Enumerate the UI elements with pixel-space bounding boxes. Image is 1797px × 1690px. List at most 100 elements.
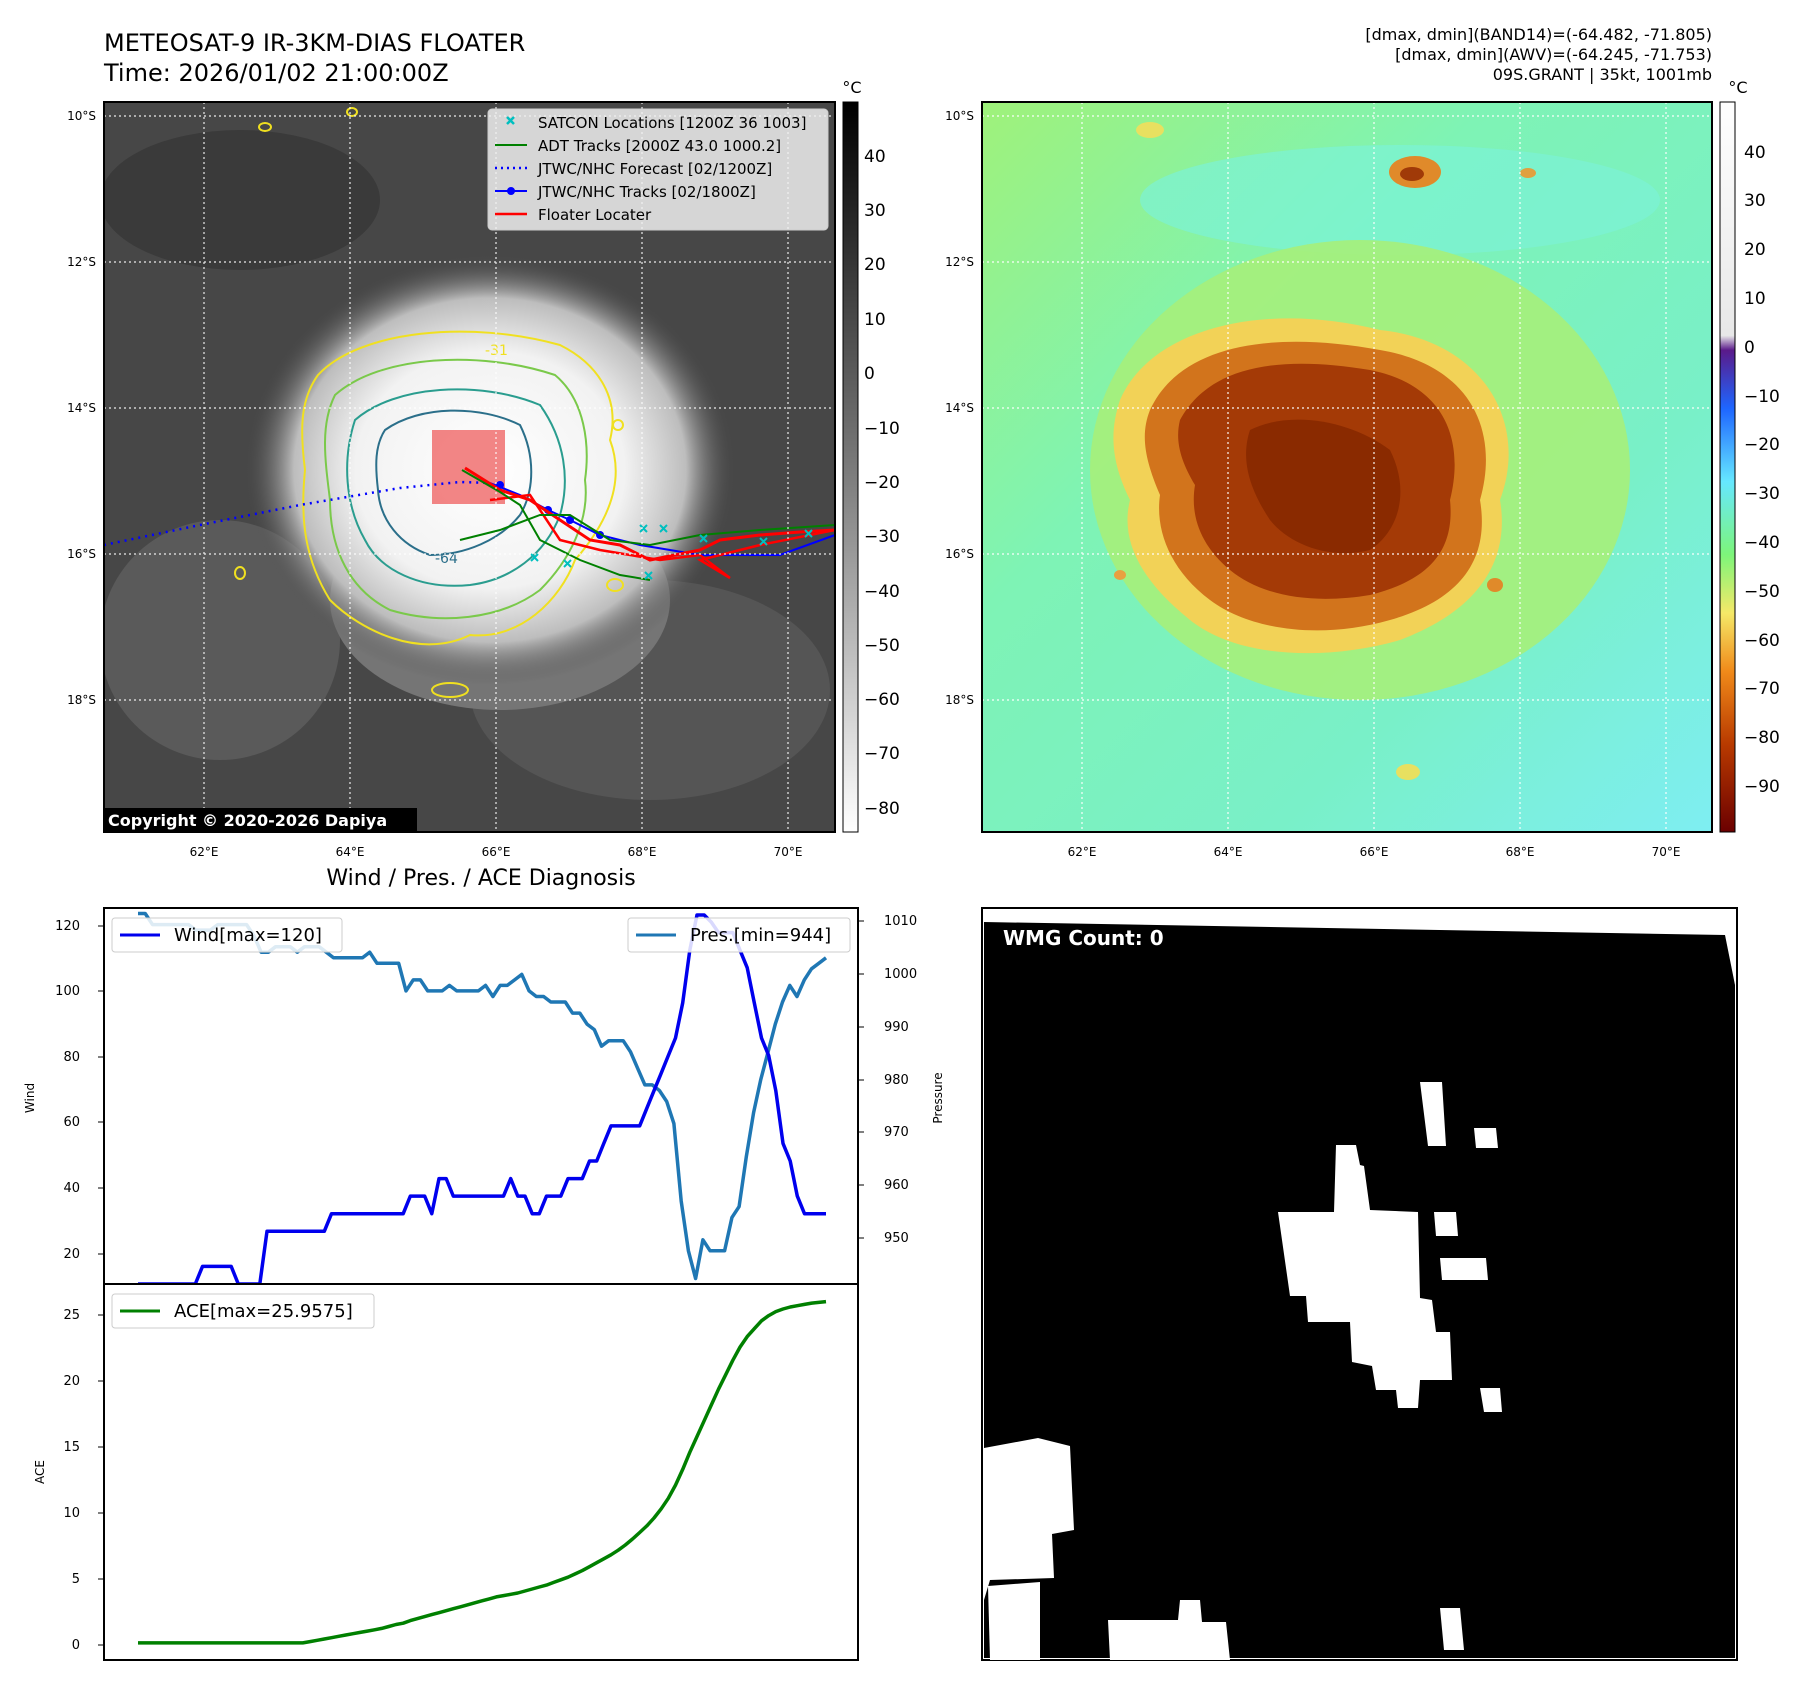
svg-text:980: 980 [884,1073,909,1088]
awv-lat-labels: 10°S 12°S 14°S 16°S 18°S [945,109,974,707]
header-stats-band14: [dmax, dmin](BAND14)=(-64.482, -71.805) [1365,25,1712,44]
svg-text:−20: −20 [864,473,900,493]
svg-text:12°S: 12°S [67,255,96,269]
contour-yellow [301,330,617,646]
svg-text:40: 40 [1744,143,1766,163]
svg-text:14°S: 14°S [945,401,974,415]
svg-text:−90: −90 [1744,777,1780,797]
contour-teal [346,388,566,587]
svg-text:−30: −30 [1744,484,1780,504]
svg-text:990: 990 [884,1020,909,1035]
copyright-text: Copyright © 2020-2026 Dapiya [108,811,387,830]
svg-text:20: 20 [864,255,886,275]
svg-text:12°S: 12°S [945,255,974,269]
wind-ylabel: Wind [23,1083,37,1113]
svg-text:18°S: 18°S [945,693,974,707]
svg-text:70°E: 70°E [1652,845,1681,859]
svg-text:66°E: 66°E [482,845,511,859]
pressure-axis-ticks: 1010 1000 990 980 970 960 950 [884,914,917,1246]
floater-box [432,430,505,504]
svg-text:10: 10 [864,310,886,330]
diagnosis-title: Wind / Pres. / ACE Diagnosis [326,866,635,891]
svg-text:−60: −60 [1744,631,1780,651]
svg-text:62°E: 62°E [1068,845,1097,859]
svg-text:62°E: 62°E [190,845,219,859]
svg-text:100: 100 [55,984,80,999]
satcon-markers [530,524,813,580]
svg-text:10°S: 10°S [945,109,974,123]
svg-text:20: 20 [1744,240,1766,260]
svg-text:16°S: 16°S [67,547,96,561]
svg-text:1000: 1000 [884,967,917,982]
contour-label-outer: -31 [485,343,508,359]
svg-text:−40: −40 [864,582,900,602]
awv-colorbar-unit: °C [1728,78,1747,97]
svg-text:970: 970 [884,1125,909,1140]
svg-text:−10: −10 [1744,387,1780,407]
ir-lat-labels: 10°S 12°S 14°S 16°S 18°S [67,109,96,707]
svg-text:40: 40 [63,1181,80,1196]
svg-text:0: 0 [1744,338,1755,358]
svg-text:40: 40 [864,147,886,167]
svg-text:950: 950 [884,1231,909,1246]
contour-label-inner: -64 [435,551,458,567]
svg-text:−10: −10 [864,419,900,439]
wmg-mask-blobs [984,1082,1502,1660]
svg-text:30: 30 [864,201,886,221]
ir-lon-labels: 62°E 64°E 66°E 68°E 70°E [190,845,803,859]
wmg-count-label: WMG Count: 0 [1003,926,1164,950]
svg-text:10: 10 [63,1506,80,1521]
svg-text:1010: 1010 [884,914,917,929]
wind-axis-ticks: 120 100 80 60 40 20 [55,919,80,1262]
svg-text:80: 80 [63,1050,80,1065]
floater-locater-track [464,466,835,562]
svg-text:70°E: 70°E [774,845,803,859]
header-stats-awv: [dmax, dmin](AWV)=(-64.245, -71.753) [1395,45,1712,64]
ir-colorbar-unit: °C [842,78,861,97]
wind-pressure-chart: 120 100 80 60 40 20 1010 1000 990 980 97… [23,907,945,1286]
legend-floater: Floater Locater [538,206,652,224]
svg-text:0: 0 [72,1638,80,1653]
pressure-ylabel: Pressure [931,1072,945,1123]
pressure-legend: Pres.[min=944] [627,917,851,953]
legend-satcon: SATCON Locations [1200Z 36 1003] [538,114,806,132]
legend-jtwc-forecast: JTWC/NHC Forecast [02/1200Z] [537,160,772,178]
ir-legend: SATCON Locations [1200Z 36 1003] ADT Tra… [487,108,829,231]
svg-text:68°E: 68°E [1506,845,1535,859]
header-storm-info: 09S.GRANT | 35kt, 1001mb [1493,65,1712,84]
svg-text:66°E: 66°E [1360,845,1389,859]
ir-colorbar: °C 40 30 20 10 0 −10 −20 −30 −40 −50 −60… [842,78,900,833]
svg-text:15: 15 [63,1440,80,1455]
svg-text:68°E: 68°E [628,845,657,859]
svg-text:−80: −80 [1744,728,1780,748]
svg-text:60: 60 [63,1115,80,1130]
copyright-box [104,808,417,832]
svg-text:−50: −50 [864,636,900,656]
svg-text:10: 10 [1744,289,1766,309]
svg-text:30: 30 [1744,191,1766,211]
svg-text:64°E: 64°E [336,845,365,859]
pressure-legend-label: Pres.[min=944] [690,925,831,946]
ace-legend: ACE[max=25.9575] [111,1293,375,1329]
ir-map-panel: -31 -64 [67,78,900,859]
header-title: METEOSAT-9 IR-3KM-DIAS FLOATER [104,29,525,57]
svg-text:64°E: 64°E [1214,845,1243,859]
legend-adt: ADT Tracks [2000Z 43.0 1000.2] [538,137,781,155]
svg-text:−80: −80 [864,799,900,819]
ace-series-line [138,1299,827,1645]
svg-text:10°S: 10°S [67,109,96,123]
svg-text:−60: −60 [864,690,900,710]
contour-green [324,358,588,620]
svg-text:−20: −20 [1744,435,1780,455]
adt-track [459,514,835,547]
ace-chart: 25 20 15 10 5 0 ACE ACE[max=25.9575] [33,1283,859,1661]
ace-axis-ticks: 25 20 15 10 5 0 [63,1308,80,1653]
svg-text:16°S: 16°S [945,547,974,561]
svg-text:20: 20 [63,1374,80,1389]
ace-ylabel: ACE [33,1460,47,1484]
svg-text:25: 25 [63,1308,80,1323]
svg-text:−50: −50 [1744,582,1780,602]
legend-jtwc-tracks: JTWC/NHC Tracks [02/1800Z] [537,183,756,201]
contour-dark-teal [375,409,533,557]
